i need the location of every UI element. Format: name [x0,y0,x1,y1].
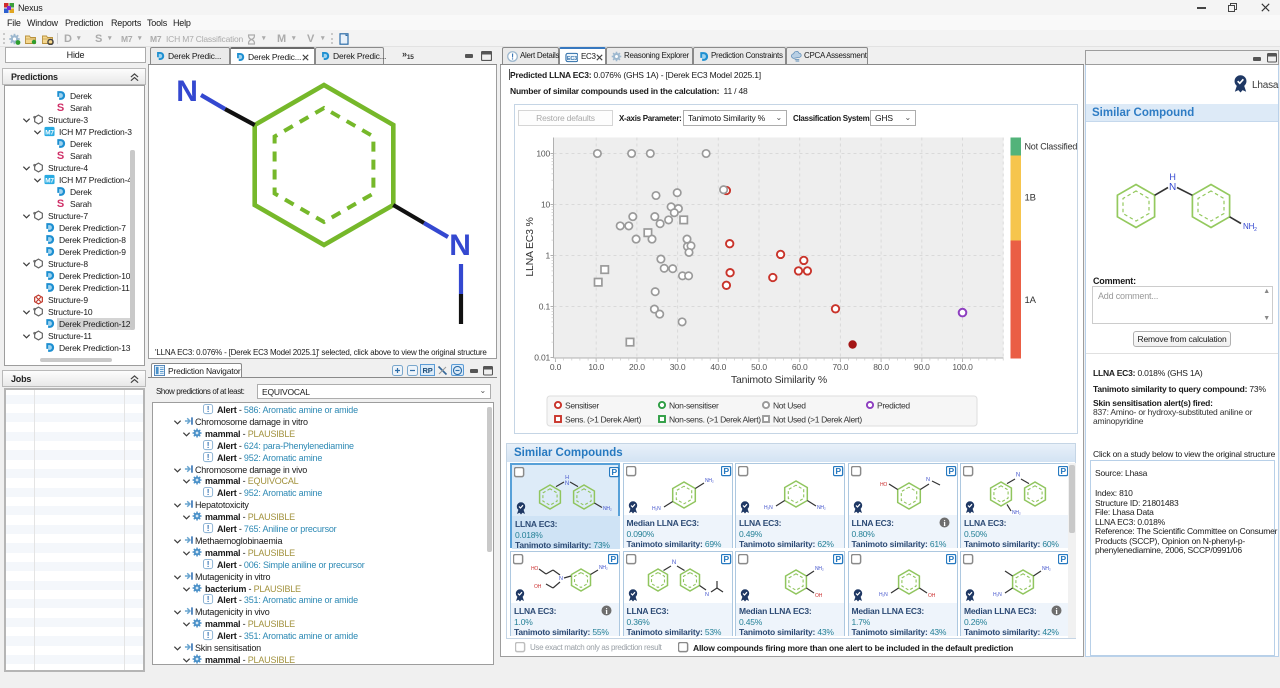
svg-text:OH: OH [815,593,823,599]
svg-text:NH₂: NH₂ [599,565,608,571]
svg-text:H₂N: H₂N [764,505,773,511]
svg-text:OH: OH [928,593,936,599]
svg-text:OH: OH [534,584,542,590]
svg-text:HO: HO [880,482,887,488]
svg-text:N: N [176,75,197,108]
svg-text:1A: 1A [1025,295,1037,306]
svg-text:NH₂: NH₂ [603,506,612,512]
svg-text:80.0: 80.0 [873,362,889,372]
svg-text:Non-sens. (>1 Derek Alert): Non-sens. (>1 Derek Alert) [669,415,761,425]
svg-text:NH₂: NH₂ [1012,510,1021,516]
svg-text:N: N [705,592,709,598]
svg-text:50.0: 50.0 [751,362,767,372]
svg-text:H: H [1169,172,1175,182]
svg-text:Sens. (>1 Derek Alert): Sens. (>1 Derek Alert) [565,415,642,425]
svg-text:N: N [926,477,930,483]
svg-text:0.0: 0.0 [550,362,562,372]
svg-text:NH₂: NH₂ [815,566,824,572]
svg-text:70.0: 70.0 [833,362,849,372]
svg-text:HO: HO [531,566,538,572]
svg-text:N: N [671,560,675,566]
svg-text:N: N [559,576,563,582]
svg-text:0.01: 0.01 [534,353,550,363]
svg-text:20.0: 20.0 [629,362,645,372]
svg-text:Tanimoto Similarity %: Tanimoto Similarity % [731,374,827,386]
svg-text:Sensitiser: Sensitiser [565,401,599,411]
svg-text:N: N [565,481,569,487]
svg-text:NH₂: NH₂ [705,478,714,484]
svg-text:Not Used: Not Used [773,401,806,411]
svg-text:40.0: 40.0 [710,362,726,372]
svg-text:Not Classified: Not Classified [1025,142,1078,152]
svg-text:10.0: 10.0 [588,362,604,372]
svg-text:N: N [449,229,470,262]
svg-text:10: 10 [541,200,551,210]
svg-text:H₂N: H₂N [879,592,888,598]
svg-text:H₂N: H₂N [993,592,1002,598]
svg-text:90.0: 90.0 [914,362,930,372]
svg-text:Non-sensitiser: Non-sensitiser [669,401,719,411]
svg-text:0.1: 0.1 [539,302,551,312]
svg-text:1: 1 [545,251,550,261]
svg-text:LLNA EC3 %: LLNA EC3 % [524,217,536,276]
svg-text:Predicted: Predicted [877,401,910,411]
svg-text:H₂N: H₂N [652,506,661,512]
svg-text:60.0: 60.0 [792,362,808,372]
svg-text:100.0: 100.0 [952,362,973,372]
svg-text:100: 100 [536,149,550,159]
svg-text:NH2: NH2 [1243,222,1257,233]
svg-text:NH₂: NH₂ [817,505,826,511]
svg-text:30.0: 30.0 [670,362,686,372]
svg-text:N: N [1016,473,1020,479]
svg-text:H: H [565,475,569,481]
svg-text:Not Used (>1 Derek Alert): Not Used (>1 Derek Alert) [773,415,862,425]
svg-text:1B: 1B [1025,193,1036,204]
svg-text:N: N [1169,182,1176,193]
svg-text:NH₂: NH₂ [1042,566,1051,572]
